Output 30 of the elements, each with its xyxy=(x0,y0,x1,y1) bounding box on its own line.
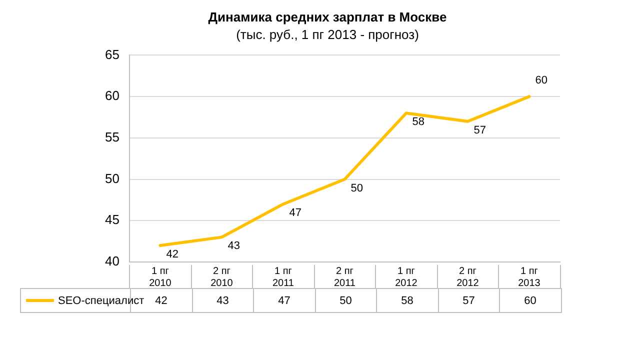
annotation: 42 xyxy=(166,248,178,260)
x-tick-label: 2 пг 2012 xyxy=(456,266,480,289)
y-tick-label: 60 xyxy=(104,88,120,104)
data-label: 42 xyxy=(155,294,168,306)
data-label: 58 xyxy=(376,288,438,312)
annotation: 57 xyxy=(474,124,486,136)
x-tick-label: 1 пг 2011 xyxy=(272,266,294,289)
annotation: 60 xyxy=(535,74,548,87)
data-label: 43 xyxy=(192,288,254,312)
y-tick-label: 45 xyxy=(104,212,120,228)
y-tick-label: 55 xyxy=(104,130,120,144)
data-label: 47 xyxy=(254,288,315,312)
annotation: 43 xyxy=(228,240,240,252)
legend-label: SEO-специалист xyxy=(57,294,144,308)
data-label: 50 xyxy=(315,288,376,312)
chart-title: Динамика средних зарплат в Москве xyxy=(208,9,447,24)
annotation: 58 xyxy=(412,116,424,128)
y-tick-label: 50 xyxy=(104,170,120,186)
x-tick-label: 2 пг 2011 xyxy=(334,266,356,289)
data-label: 60 xyxy=(500,288,561,312)
chart-subtitle: (тыс. руб., 1 пг 2013 - прогноз) xyxy=(236,26,419,42)
x-tick-label: 1 пг 2013 xyxy=(518,266,541,289)
y-tick-label: 40 xyxy=(104,254,120,269)
data-label: 57 xyxy=(438,288,500,312)
x-tick-label: 1 пг 2012 xyxy=(395,266,418,289)
annotation: 47 xyxy=(289,207,302,220)
x-tick-label: 1 пг 2010 xyxy=(149,266,172,289)
annotation: 50 xyxy=(350,182,363,194)
x-tick-label: 2 пг 2010 xyxy=(210,266,234,289)
y-tick-label: 65 xyxy=(104,46,120,62)
